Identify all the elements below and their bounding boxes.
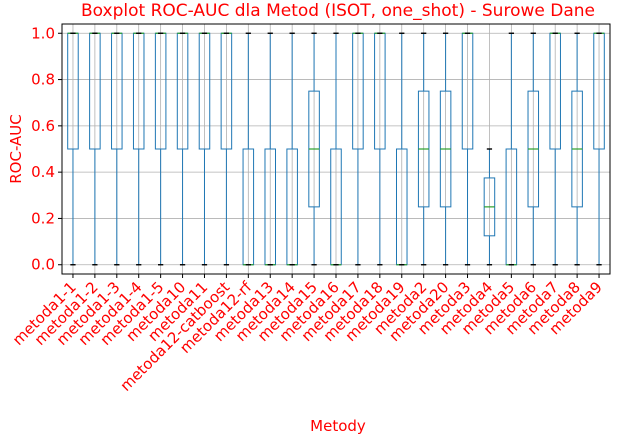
box-metoda14 [286,32,298,266]
box-metoda1-1 [67,32,79,266]
box-metoda12-catboost [220,32,233,266]
box-metoda6 [527,32,540,266]
box-metoda1-3 [111,32,123,266]
y-tick-label: 0.8 [31,71,55,89]
box-metoda9 [593,32,605,266]
box-metoda2 [417,32,430,266]
y-axis-label: ROC-AUC [7,114,25,184]
box-metoda5 [505,32,518,266]
box-metoda18 [374,32,386,266]
y-tick-label: 0.2 [31,209,55,227]
chart-title: Boxplot ROC-AUC dla Metod (ISOT, one_sho… [81,1,595,21]
box-metoda4 [483,148,496,266]
box-metoda17 [352,32,364,266]
box-metoda7 [549,32,561,266]
box-metoda13 [264,32,277,266]
box-metoda1-5 [154,32,167,266]
x-axis-label: Metody [310,417,366,435]
box-metoda15 [308,32,320,266]
y-tick-label: 0.0 [31,256,55,274]
box-metoda3 [461,32,474,266]
boxes-layer [67,32,605,266]
x-axis: metoda1-1metoda1-2metoda1-3metoda1-4meto… [9,274,606,395]
box-metoda11 [198,32,211,266]
y-axis: 0.0 0.2 0.4 0.6 0.8 1.0 [31,24,62,274]
box-metoda10 [176,32,189,266]
box-metoda20 [439,32,452,266]
box-metoda1-2 [89,32,101,266]
y-tick-label: 0.6 [31,117,55,135]
y-tick-label: 1.0 [31,24,55,42]
box-metoda12-rf [242,32,255,266]
box-metoda8 [571,32,583,266]
box-metoda19 [395,32,408,266]
box-metoda1-4 [132,32,145,266]
box-metoda16 [330,32,342,266]
y-tick-label: 0.4 [31,163,55,181]
